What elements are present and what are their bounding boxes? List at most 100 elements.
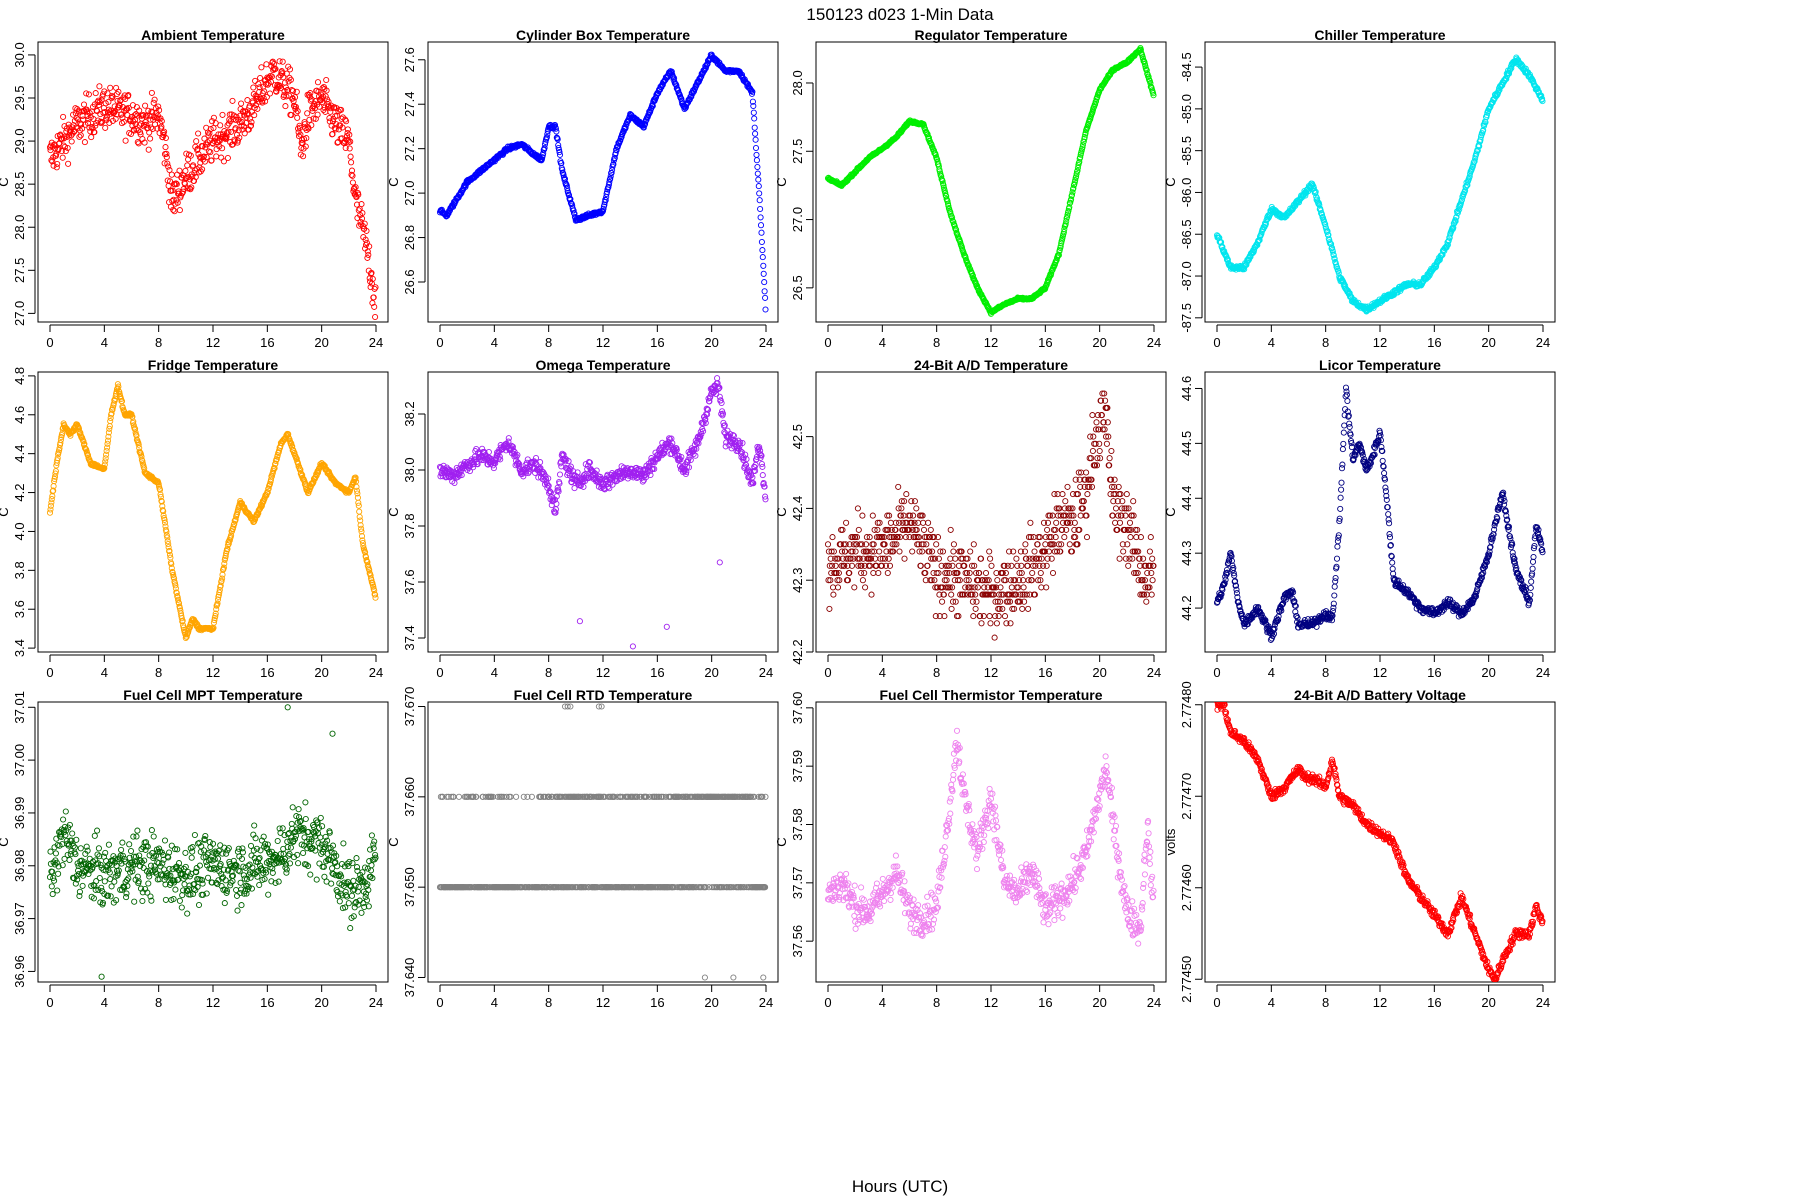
data-point <box>906 512 914 519</box>
x-tick-label: 12 <box>1373 335 1387 350</box>
data-point <box>88 134 95 141</box>
y-tick-label: 28.0 <box>12 215 27 240</box>
data-point <box>358 525 365 532</box>
data-point <box>947 555 954 562</box>
data-point <box>919 548 926 555</box>
data-point <box>858 541 866 548</box>
data-point <box>260 95 267 102</box>
data-point <box>318 94 325 101</box>
data-point <box>928 577 935 584</box>
data-point <box>101 461 108 468</box>
y-tick-label: 27.2 <box>402 136 417 161</box>
data-point <box>949 598 957 605</box>
data-point <box>692 452 699 459</box>
data-point <box>74 106 81 113</box>
data-point <box>344 126 351 133</box>
data-point <box>923 541 930 548</box>
data-point <box>887 548 894 555</box>
data-point <box>942 190 949 197</box>
data-point <box>251 104 258 112</box>
data-point <box>1019 605 1026 612</box>
data-point <box>855 526 862 533</box>
data-point <box>143 121 150 128</box>
y-tick-label: 28.5 <box>12 171 27 196</box>
data-point <box>947 526 954 533</box>
data-point <box>901 555 908 562</box>
data-point <box>355 499 362 506</box>
data-point <box>298 470 305 477</box>
data-point <box>939 548 947 555</box>
data-point <box>361 220 368 227</box>
data-point <box>105 433 112 440</box>
y-tick-label: 42.3 <box>790 568 805 593</box>
data-point <box>359 209 366 217</box>
data-point <box>553 500 560 507</box>
data-point <box>307 90 314 97</box>
data-point <box>870 569 877 577</box>
data-point <box>50 162 57 169</box>
data-point <box>941 613 948 620</box>
data-point <box>936 591 943 598</box>
data-point <box>157 491 164 498</box>
data-point <box>839 526 846 533</box>
data-point <box>608 169 615 176</box>
x-tick-label: 12 <box>984 665 998 680</box>
data-point <box>354 490 361 497</box>
data-point <box>640 124 647 131</box>
data-point <box>546 488 554 495</box>
data-point <box>107 110 114 117</box>
data-point <box>231 520 238 527</box>
data-point <box>995 613 1002 620</box>
x-tick-label: 0 <box>436 665 443 680</box>
data-point <box>355 191 362 198</box>
data-point <box>825 577 832 584</box>
data-point <box>716 559 723 566</box>
data-point <box>101 88 108 95</box>
data-point <box>225 540 232 547</box>
data-point <box>751 115 758 122</box>
data-point <box>295 460 302 467</box>
data-point <box>854 505 861 512</box>
data-point <box>934 534 942 541</box>
data-point <box>282 103 289 110</box>
y-tick-label: -87.5 <box>1179 303 1194 333</box>
data-point <box>537 459 544 466</box>
data-point <box>574 469 581 476</box>
data-point <box>51 473 59 480</box>
data-point <box>999 605 1006 612</box>
x-tick-label: 4 <box>491 665 498 680</box>
data-point <box>757 451 765 459</box>
data-point <box>150 99 157 106</box>
data-point <box>372 313 379 321</box>
x-tick-label: 8 <box>1322 335 1329 350</box>
data-point <box>933 541 940 548</box>
data-point <box>888 526 895 533</box>
data-point <box>47 502 54 509</box>
data-point <box>1017 591 1024 598</box>
y-tick-label: 27.5 <box>790 139 805 164</box>
data-point <box>977 555 985 562</box>
data-point <box>474 461 481 468</box>
data-point <box>169 187 176 194</box>
data-point <box>505 435 512 442</box>
data-point <box>983 577 990 584</box>
data-point <box>258 64 265 71</box>
data-point <box>826 605 833 612</box>
data-point <box>125 104 132 111</box>
data-point <box>1073 170 1080 178</box>
x-tick-label: 4 <box>491 335 498 350</box>
data-point <box>61 143 68 150</box>
data-point <box>752 130 759 137</box>
data-point <box>308 96 315 103</box>
data-point <box>1016 598 1024 605</box>
data-point <box>1538 92 1545 99</box>
data-point <box>322 93 329 100</box>
data-point <box>974 584 981 591</box>
data-point <box>1066 204 1073 211</box>
y-tick-label: -85.0 <box>1179 94 1194 124</box>
data-point <box>849 548 856 555</box>
data-point <box>58 148 65 155</box>
data-point <box>1462 183 1470 190</box>
